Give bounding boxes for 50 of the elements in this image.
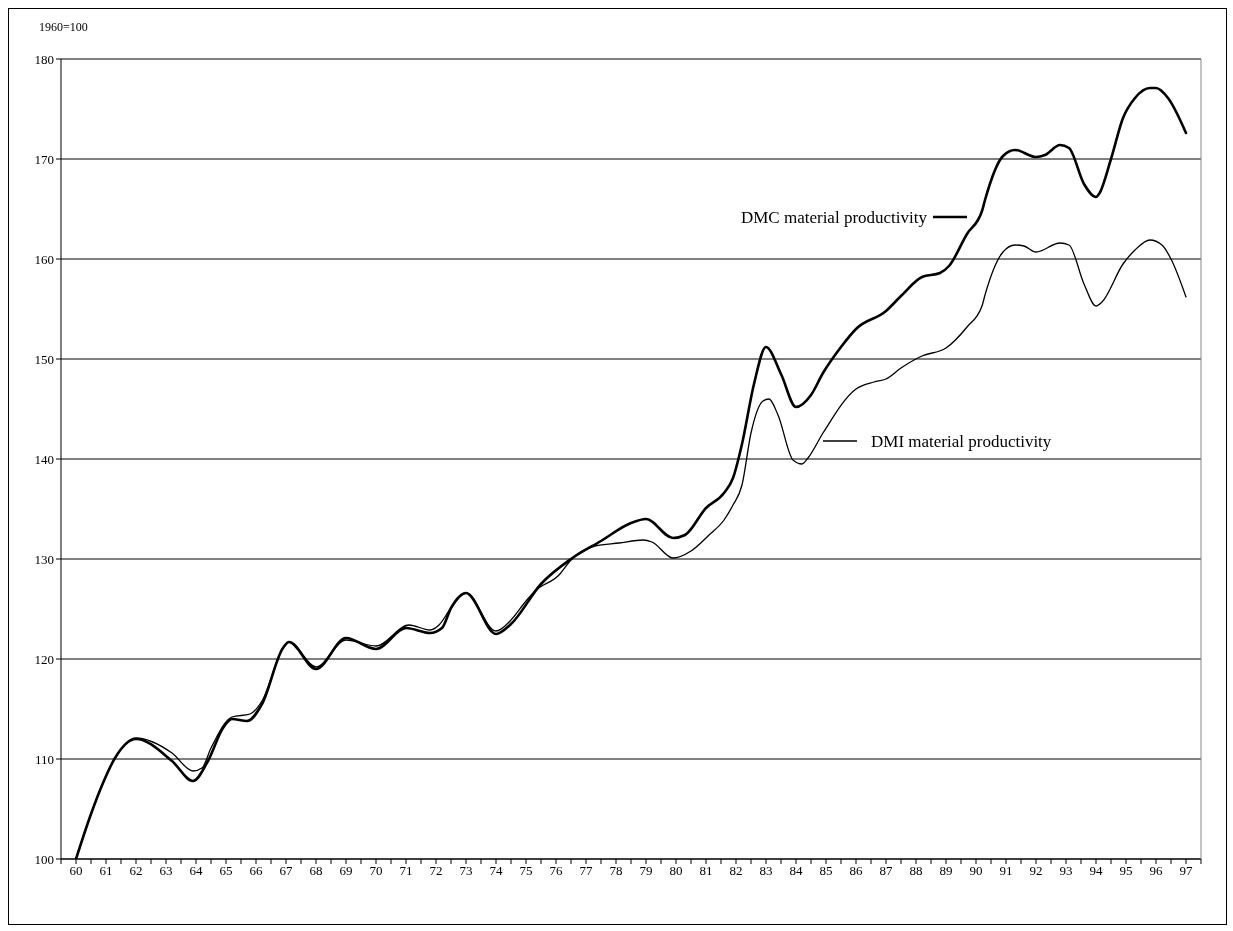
x-tick-label: 66 <box>249 863 263 879</box>
y-axis-title: 1960=100 <box>39 20 88 34</box>
x-tick-label: 60 <box>69 863 83 879</box>
x-tick-label: 83 <box>759 863 773 879</box>
y-tick-label: 100 <box>34 851 54 867</box>
x-tick-label: 81 <box>699 863 713 879</box>
x-tick-label: 72 <box>429 863 443 879</box>
y-tick-label: 160 <box>34 251 54 267</box>
x-tick-label: 91 <box>999 863 1013 879</box>
x-tick-label: 77 <box>579 863 593 879</box>
x-tick-label: 84 <box>789 863 803 879</box>
x-tick-label: 67 <box>279 863 293 879</box>
y-tick-label: 140 <box>34 451 54 467</box>
x-tick-label: 64 <box>189 863 203 879</box>
x-tick-label: 69 <box>339 863 353 879</box>
x-tick-label: 75 <box>519 863 533 879</box>
x-tick-label: 82 <box>729 863 743 879</box>
x-tick-label: 88 <box>909 863 923 879</box>
x-tick-label: 89 <box>939 863 953 879</box>
x-tick-label: 73 <box>459 863 473 879</box>
legend-label: DMI material productivity <box>871 432 1052 451</box>
y-tick-label: 110 <box>34 751 54 767</box>
y-tick-label: 120 <box>34 651 54 667</box>
x-tick-label: 87 <box>879 863 893 879</box>
x-tick-label: 74 <box>489 863 503 879</box>
x-tick-label: 71 <box>399 863 413 879</box>
x-tick-label: 80 <box>669 863 683 879</box>
text: DMC material productivity <box>740 208 928 227</box>
x-tick-label: 76 <box>549 863 563 879</box>
x-tick-label: 61 <box>99 863 113 879</box>
y-tick-label: 170 <box>34 151 54 167</box>
y-tick-label: 180 <box>34 51 54 67</box>
x-tick-label: 96 <box>1149 863 1163 879</box>
x-tick-label: 65 <box>219 863 233 879</box>
x-tick-label: 78 <box>609 863 623 879</box>
x-tick-label: 95 <box>1119 863 1133 879</box>
x-tick-label: 79 <box>639 863 653 879</box>
x-tick-label: 70 <box>369 863 383 879</box>
x-tick-label: 92 <box>1029 863 1043 879</box>
x-tick-label: 85 <box>819 863 833 879</box>
x-tick-label: 94 <box>1089 863 1103 879</box>
x-tick-label: 90 <box>969 863 983 879</box>
x-tick-label: 86 <box>849 863 863 879</box>
x-tick-label: 93 <box>1059 863 1073 879</box>
x-tick-label: 62 <box>129 863 143 879</box>
x-tick-label: 63 <box>159 863 173 879</box>
x-tick-label: 97 <box>1179 863 1193 879</box>
x-tick-label: 68 <box>309 863 323 879</box>
y-tick-label: 130 <box>34 551 54 567</box>
y-tick-label: 150 <box>34 351 54 367</box>
